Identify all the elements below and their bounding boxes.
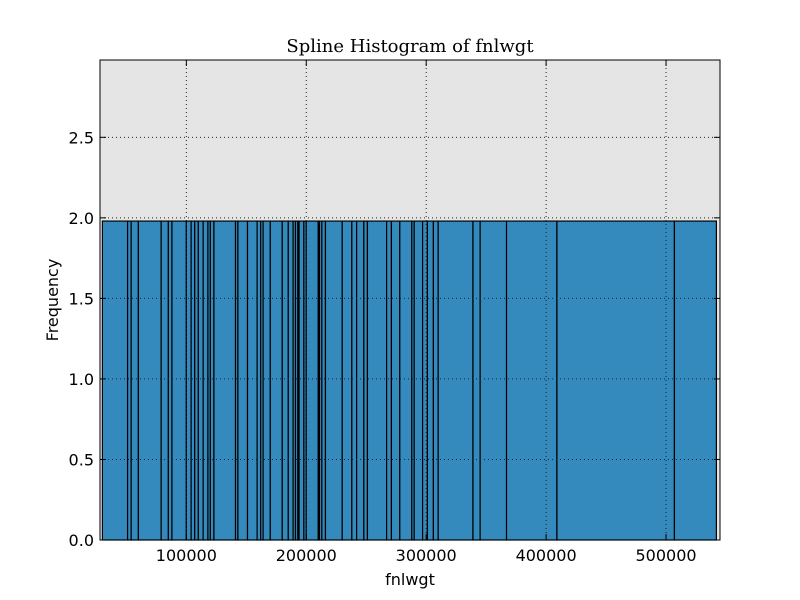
histogram-bar xyxy=(197,220,204,541)
histogram-bar xyxy=(341,220,353,541)
histogram-bar xyxy=(399,220,413,541)
histogram-bar xyxy=(185,220,192,541)
histogram-bar xyxy=(298,220,305,541)
x-tick-label: 500000 xyxy=(635,546,696,565)
y-tick-label: 2.5 xyxy=(69,128,94,147)
histogram-bar xyxy=(246,220,258,541)
histogram-bar xyxy=(281,220,289,541)
histogram-bar xyxy=(202,220,209,541)
histogram-bar xyxy=(137,220,162,541)
histogram-bar xyxy=(432,220,439,541)
y-tick-label: 0.5 xyxy=(69,450,94,469)
y-axis: 0.0 0.5 1.0 1.5 2.0 2.5 xyxy=(69,128,720,550)
histogram-bar xyxy=(101,220,129,541)
y-tick-label: 0.0 xyxy=(69,531,94,550)
histogram-bar xyxy=(505,220,558,541)
histogram-bar xyxy=(413,220,424,541)
histogram-bar xyxy=(160,220,169,541)
histogram-bar xyxy=(437,220,474,541)
plot-frame xyxy=(99,59,721,541)
y-tick-label: 2.0 xyxy=(69,209,94,228)
histogram-bar xyxy=(324,220,343,541)
histogram-bar xyxy=(305,220,319,541)
histogram-bar xyxy=(351,220,358,541)
histogram-bar xyxy=(237,220,249,541)
histogram-bar xyxy=(171,220,187,541)
histogram-bar xyxy=(390,220,401,541)
histogram-bar xyxy=(130,220,139,541)
histogram-bar xyxy=(356,220,365,541)
x-tick-label: 300000 xyxy=(396,546,457,565)
histogram-bar xyxy=(366,220,388,541)
histogram-bar xyxy=(673,220,718,541)
y-axis-label: Frequency xyxy=(43,259,62,342)
histogram-bar xyxy=(472,220,481,541)
x-tick-label: 200000 xyxy=(276,546,337,565)
x-tick-label: 100000 xyxy=(156,546,217,565)
histogram-bar xyxy=(479,220,508,541)
chart-title: Spline Histogram of fnlwgt xyxy=(286,36,534,57)
y-tick-label: 1.5 xyxy=(69,289,94,308)
histogram-bar xyxy=(287,220,294,541)
x-axis-label: fnlwgt xyxy=(385,570,435,589)
histogram-bar xyxy=(213,220,237,541)
y-tick-label: 1.0 xyxy=(69,370,94,389)
histogram-bar xyxy=(426,220,434,541)
bars-group xyxy=(101,220,718,541)
histogram-bar xyxy=(556,220,676,541)
x-axis: 100000 200000 300000 400000 500000 xyxy=(156,60,697,565)
histogram-bar xyxy=(269,220,283,541)
histogram-bar xyxy=(262,220,271,541)
x-tick-label: 400000 xyxy=(516,546,577,565)
histogram-bar xyxy=(386,220,393,541)
